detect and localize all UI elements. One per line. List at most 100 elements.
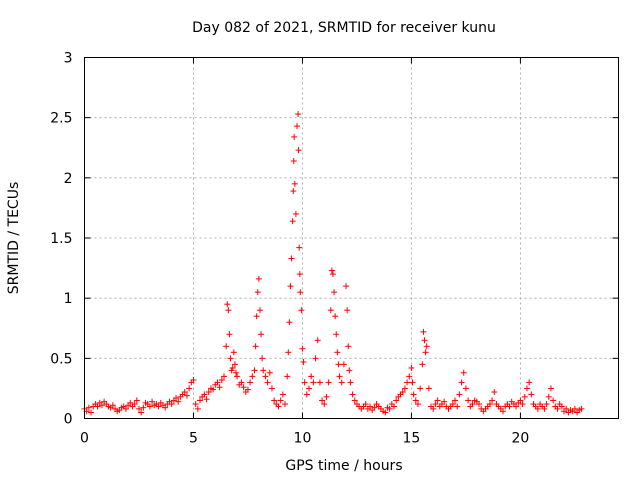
data-point bbox=[371, 404, 378, 411]
data-point bbox=[277, 397, 284, 404]
data-point bbox=[183, 392, 190, 399]
data-point bbox=[399, 389, 406, 396]
data-point bbox=[312, 355, 319, 362]
data-point bbox=[98, 402, 105, 409]
data-point bbox=[486, 401, 493, 408]
data-point bbox=[258, 331, 265, 338]
data-point bbox=[409, 379, 416, 386]
data-point bbox=[331, 289, 338, 296]
data-point bbox=[345, 343, 352, 350]
data-point bbox=[192, 401, 199, 408]
data-point bbox=[259, 355, 266, 362]
data-point bbox=[224, 301, 231, 308]
data-point bbox=[229, 364, 236, 371]
y-axis-ticks: 0 0.5 1 1.5 2 2.5 3 bbox=[50, 51, 619, 428]
data-point bbox=[146, 403, 153, 410]
data-point bbox=[334, 349, 341, 356]
data-point bbox=[316, 379, 323, 386]
data-point bbox=[410, 391, 417, 398]
data-point bbox=[214, 379, 221, 386]
data-point bbox=[175, 398, 182, 405]
data-point bbox=[260, 367, 267, 374]
data-point bbox=[541, 405, 548, 412]
data-point bbox=[168, 401, 175, 408]
data-point bbox=[254, 289, 261, 296]
data-point bbox=[230, 349, 237, 356]
x-axis-ticks: 0 5 10 15 20 bbox=[80, 57, 530, 447]
data-point bbox=[290, 188, 297, 195]
data-point bbox=[288, 255, 295, 262]
data-point bbox=[289, 218, 296, 225]
data-point bbox=[506, 403, 513, 410]
data-point bbox=[491, 389, 498, 396]
data-point bbox=[140, 404, 147, 411]
data-point bbox=[284, 373, 291, 380]
data-point bbox=[162, 404, 169, 411]
data-point bbox=[327, 307, 334, 314]
data-point bbox=[338, 379, 345, 386]
data-point bbox=[335, 361, 342, 368]
data-point bbox=[291, 180, 298, 187]
data-point bbox=[329, 271, 336, 278]
data-point bbox=[197, 397, 204, 404]
data-point bbox=[321, 401, 328, 408]
data-point bbox=[299, 345, 306, 352]
data-point bbox=[408, 364, 415, 371]
data-point bbox=[194, 405, 201, 412]
data-point bbox=[465, 397, 472, 404]
data-point bbox=[232, 369, 239, 376]
data-point bbox=[421, 337, 428, 344]
grid-lines bbox=[84, 57, 619, 419]
data-point bbox=[545, 393, 552, 400]
data-point bbox=[441, 398, 448, 405]
data-point bbox=[287, 283, 294, 290]
data-point bbox=[456, 391, 463, 398]
data-point bbox=[255, 275, 262, 282]
data-point bbox=[181, 389, 188, 396]
data-point bbox=[271, 397, 278, 404]
data-point bbox=[423, 343, 430, 350]
data-point bbox=[268, 385, 275, 392]
data-point bbox=[109, 402, 116, 409]
data-point bbox=[253, 313, 260, 320]
data-point bbox=[489, 397, 496, 404]
data-point bbox=[203, 396, 210, 403]
data-point bbox=[308, 373, 315, 380]
data-point bbox=[543, 401, 550, 408]
data-point bbox=[499, 408, 506, 415]
data-point bbox=[523, 385, 530, 392]
data-point bbox=[558, 403, 565, 410]
data-point bbox=[279, 391, 286, 398]
data-point bbox=[138, 409, 145, 416]
data-point bbox=[554, 405, 561, 412]
data-point bbox=[310, 379, 317, 386]
data-point bbox=[149, 398, 156, 405]
x-axis-title: GPS time / hours bbox=[285, 458, 402, 474]
x-tick-label: 0 bbox=[80, 431, 89, 447]
data-point bbox=[550, 397, 557, 404]
data-point bbox=[292, 210, 299, 217]
data-point bbox=[135, 405, 142, 412]
data-point bbox=[347, 379, 354, 386]
data-point bbox=[367, 403, 374, 410]
data-point bbox=[528, 391, 535, 398]
data-point bbox=[295, 147, 302, 154]
data-point bbox=[328, 267, 335, 274]
data-point bbox=[94, 403, 101, 410]
data-point bbox=[127, 399, 134, 406]
data-point bbox=[414, 401, 421, 408]
data-point bbox=[406, 373, 413, 380]
data-point bbox=[296, 271, 303, 278]
data-point bbox=[252, 343, 259, 350]
data-point bbox=[526, 379, 533, 386]
data-point bbox=[131, 401, 138, 408]
data-point bbox=[419, 361, 426, 368]
x-tick-label: 10 bbox=[294, 431, 312, 447]
data-point bbox=[264, 379, 271, 386]
data-point bbox=[547, 385, 554, 392]
data-point bbox=[432, 401, 439, 408]
data-point bbox=[240, 384, 247, 391]
data-point bbox=[344, 307, 351, 314]
data-point bbox=[458, 379, 465, 386]
x-tick-label: 20 bbox=[512, 431, 530, 447]
